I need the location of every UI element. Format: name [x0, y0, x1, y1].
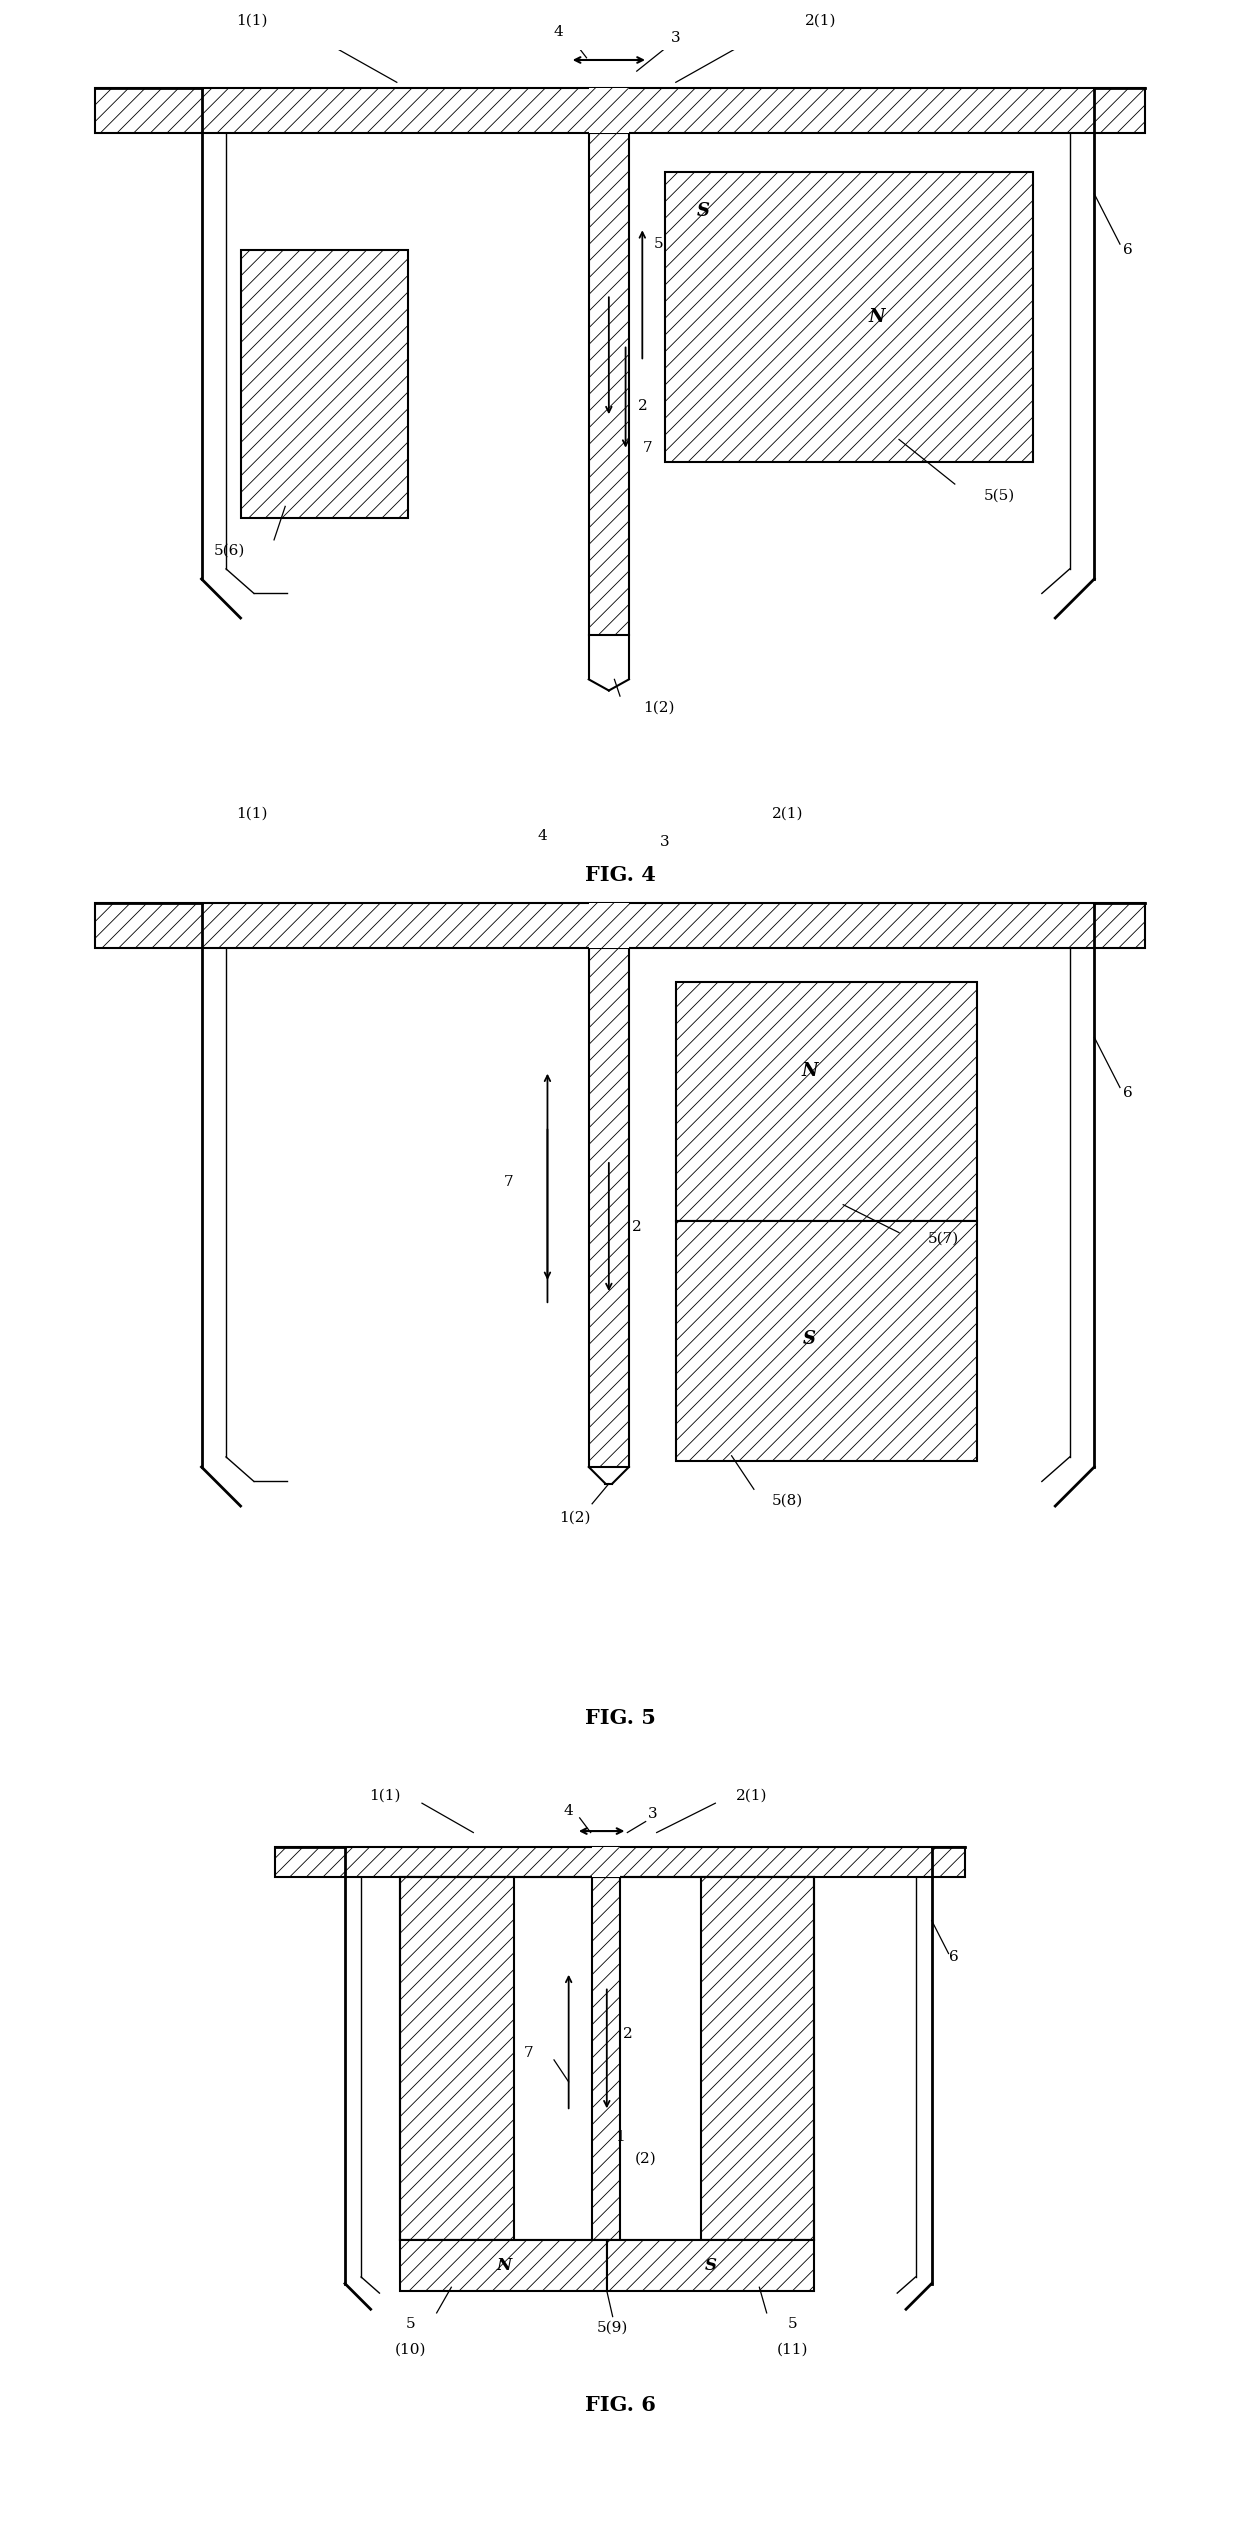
Bar: [95, 88, 1145, 134]
Bar: [401, 1876, 815, 2239]
Text: 5: 5: [655, 237, 663, 252]
Text: 5(9): 5(9): [596, 2319, 629, 2334]
Text: 1(1): 1(1): [370, 1790, 401, 1803]
Bar: [589, 134, 629, 635]
Text: 6: 6: [949, 1951, 959, 1964]
Text: (10): (10): [396, 2342, 427, 2357]
Text: 2(1): 2(1): [805, 15, 837, 28]
Text: S: S: [804, 1329, 816, 1349]
Text: 5(5): 5(5): [983, 489, 1016, 502]
Text: 2(1): 2(1): [737, 1790, 768, 1803]
Text: 6: 6: [1123, 242, 1132, 257]
Text: 4: 4: [537, 829, 547, 845]
Text: 1(1): 1(1): [236, 807, 268, 822]
Text: (11): (11): [776, 2342, 808, 2357]
Text: 1(2): 1(2): [559, 1510, 591, 1525]
Text: 7: 7: [503, 1175, 513, 1190]
Bar: [593, 1876, 620, 2239]
Text: 3: 3: [671, 30, 681, 45]
Text: FIG. 6: FIG. 6: [584, 2395, 656, 2415]
Text: (2): (2): [635, 2153, 656, 2166]
Text: 7: 7: [644, 441, 652, 456]
Text: 3: 3: [660, 834, 670, 850]
Text: 2: 2: [622, 2027, 632, 2042]
Text: S: S: [697, 202, 711, 219]
Bar: [401, 2239, 608, 2292]
Text: 3: 3: [649, 1808, 657, 1820]
Bar: [701, 1876, 815, 2239]
Text: FIG. 4: FIG. 4: [584, 865, 656, 885]
Bar: [589, 88, 629, 134]
Text: 5(7): 5(7): [928, 1230, 960, 1245]
Text: 2: 2: [632, 1220, 641, 1233]
Text: 7: 7: [523, 2045, 533, 2060]
Text: 4: 4: [554, 25, 563, 40]
Bar: [665, 171, 1033, 461]
Text: 2: 2: [637, 398, 647, 413]
Text: 1: 1: [615, 2130, 625, 2143]
Text: N: N: [801, 1061, 818, 1079]
Text: 5: 5: [407, 2317, 415, 2332]
Bar: [676, 1223, 977, 1462]
Text: N: N: [868, 308, 885, 325]
Bar: [589, 948, 629, 1467]
Text: 5(6): 5(6): [213, 545, 246, 557]
Text: 5(8): 5(8): [771, 1492, 804, 1508]
Text: N: N: [496, 2256, 511, 2274]
Text: 4: 4: [564, 1803, 574, 1818]
Bar: [275, 1848, 965, 1876]
Bar: [593, 1848, 620, 1876]
Text: S: S: [704, 2256, 717, 2274]
Bar: [241, 250, 408, 517]
Bar: [589, 903, 629, 948]
Text: 5: 5: [787, 2317, 797, 2332]
Text: 2(1): 2(1): [771, 807, 804, 822]
Bar: [95, 903, 1145, 948]
Text: 1(2): 1(2): [644, 701, 675, 713]
Text: FIG. 5: FIG. 5: [584, 1709, 656, 1727]
Bar: [676, 981, 977, 1223]
Text: 1(1): 1(1): [236, 15, 268, 28]
Text: 6: 6: [1123, 1087, 1132, 1099]
Bar: [608, 2239, 815, 2292]
Bar: [401, 1876, 513, 2239]
